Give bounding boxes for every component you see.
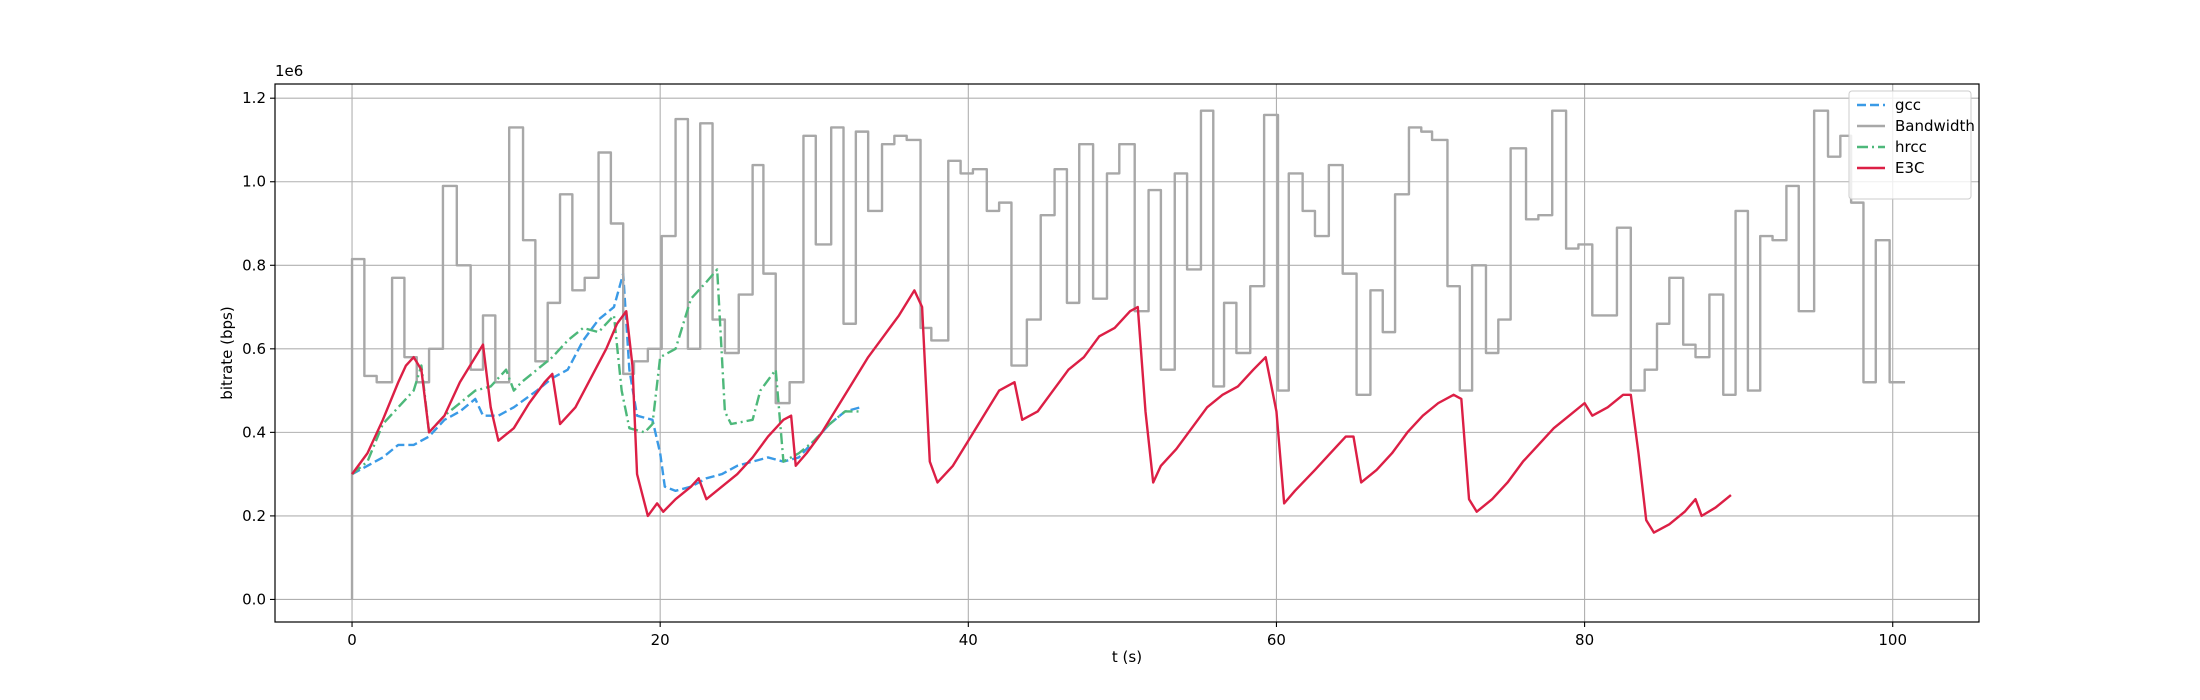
y-tick-label: 0.2	[242, 507, 266, 525]
y-tick-label: 0.0	[242, 590, 266, 608]
legend-label: hrcc	[1895, 138, 1927, 156]
x-axis-label: t (s)	[1112, 648, 1142, 666]
x-tick-label: 80	[1575, 631, 1594, 649]
plot-lines	[350, 109, 1906, 600]
y-tick-label: 1.2	[242, 89, 266, 107]
x-tick-label: 100	[1878, 631, 1907, 649]
legend: gcc Bandwidth hrcc E3C	[1848, 90, 1975, 200]
y-offset-label: 1e6	[275, 62, 303, 80]
legend-label: gcc	[1895, 96, 1921, 114]
y-tick-label: 1.0	[242, 173, 266, 191]
legend-label: Bandwidth	[1895, 117, 1975, 135]
x-tick-label: 0	[347, 631, 357, 649]
x-tick-label: 40	[959, 631, 978, 649]
legend-box	[1848, 90, 1972, 200]
series-line	[351, 289, 1732, 534]
ticks: 0 20 40 60 80 100 0.0 0.2 0.4 0.6 0.8 1.0 1.2	[242, 89, 1907, 649]
legend-label: E3C	[1895, 159, 1925, 177]
axes-frame	[274, 83, 1980, 623]
y-tick-label: 0.8	[242, 256, 266, 274]
x-tick-label: 20	[651, 631, 670, 649]
series-line	[350, 109, 1906, 600]
y-tick-label: 0.6	[242, 340, 266, 358]
y-tick-label: 0.4	[242, 423, 266, 441]
y-axis-label: bitrate (bps)	[218, 306, 236, 399]
x-tick-label: 60	[1267, 631, 1286, 649]
